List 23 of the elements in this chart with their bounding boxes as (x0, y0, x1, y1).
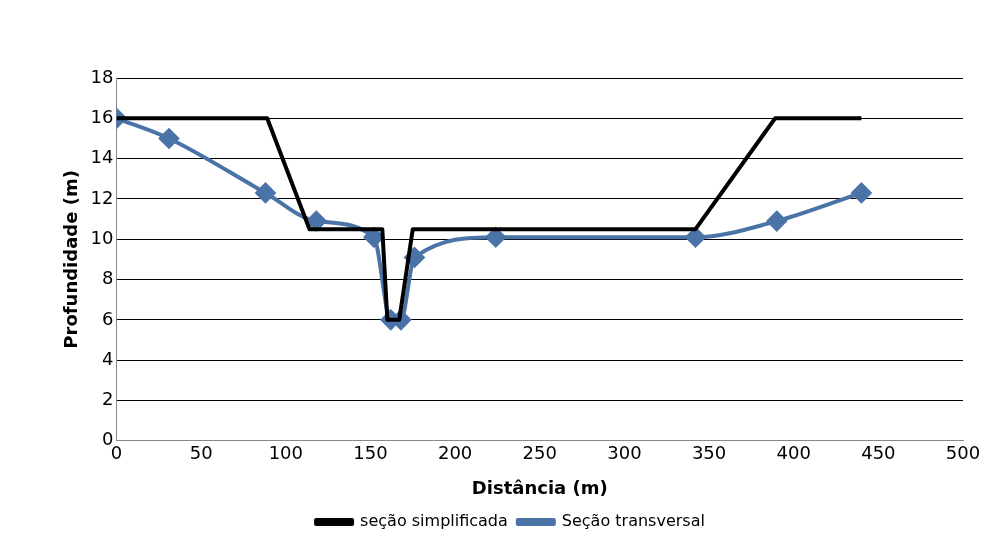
x-tick-label: 250 (522, 442, 557, 464)
y-tick-label: 8 (102, 267, 114, 289)
y-axis-title: Profundidade (m) (60, 170, 82, 349)
y-tick-label: 16 (90, 105, 114, 127)
y-tick-label: 6 (102, 307, 114, 329)
legend-label: Seção transversal (561, 511, 705, 531)
legend-label: seção simplificada (360, 511, 508, 531)
x-tick-label: 500 (945, 442, 981, 464)
x-tick-label: 300 (607, 442, 642, 464)
x-tick-label: 200 (437, 442, 473, 464)
y-tick-label: 2 (102, 388, 114, 410)
x-tick-label: 350 (691, 442, 727, 464)
x-tick-label: 450 (861, 442, 896, 464)
x-tick-label: 100 (268, 442, 303, 464)
x-tick-label: 150 (353, 442, 388, 464)
x-tick-label: 50 (189, 442, 213, 464)
y-tick-label: 4 (102, 347, 114, 369)
y-tick-label: 14 (90, 146, 114, 168)
x-tick-label: 400 (776, 442, 811, 464)
y-tick-label: 18 (90, 65, 114, 87)
y-tick-label: 12 (90, 186, 114, 208)
x-axis-title: Distância (m) (471, 476, 608, 498)
y-tick-label: 10 (90, 226, 114, 248)
